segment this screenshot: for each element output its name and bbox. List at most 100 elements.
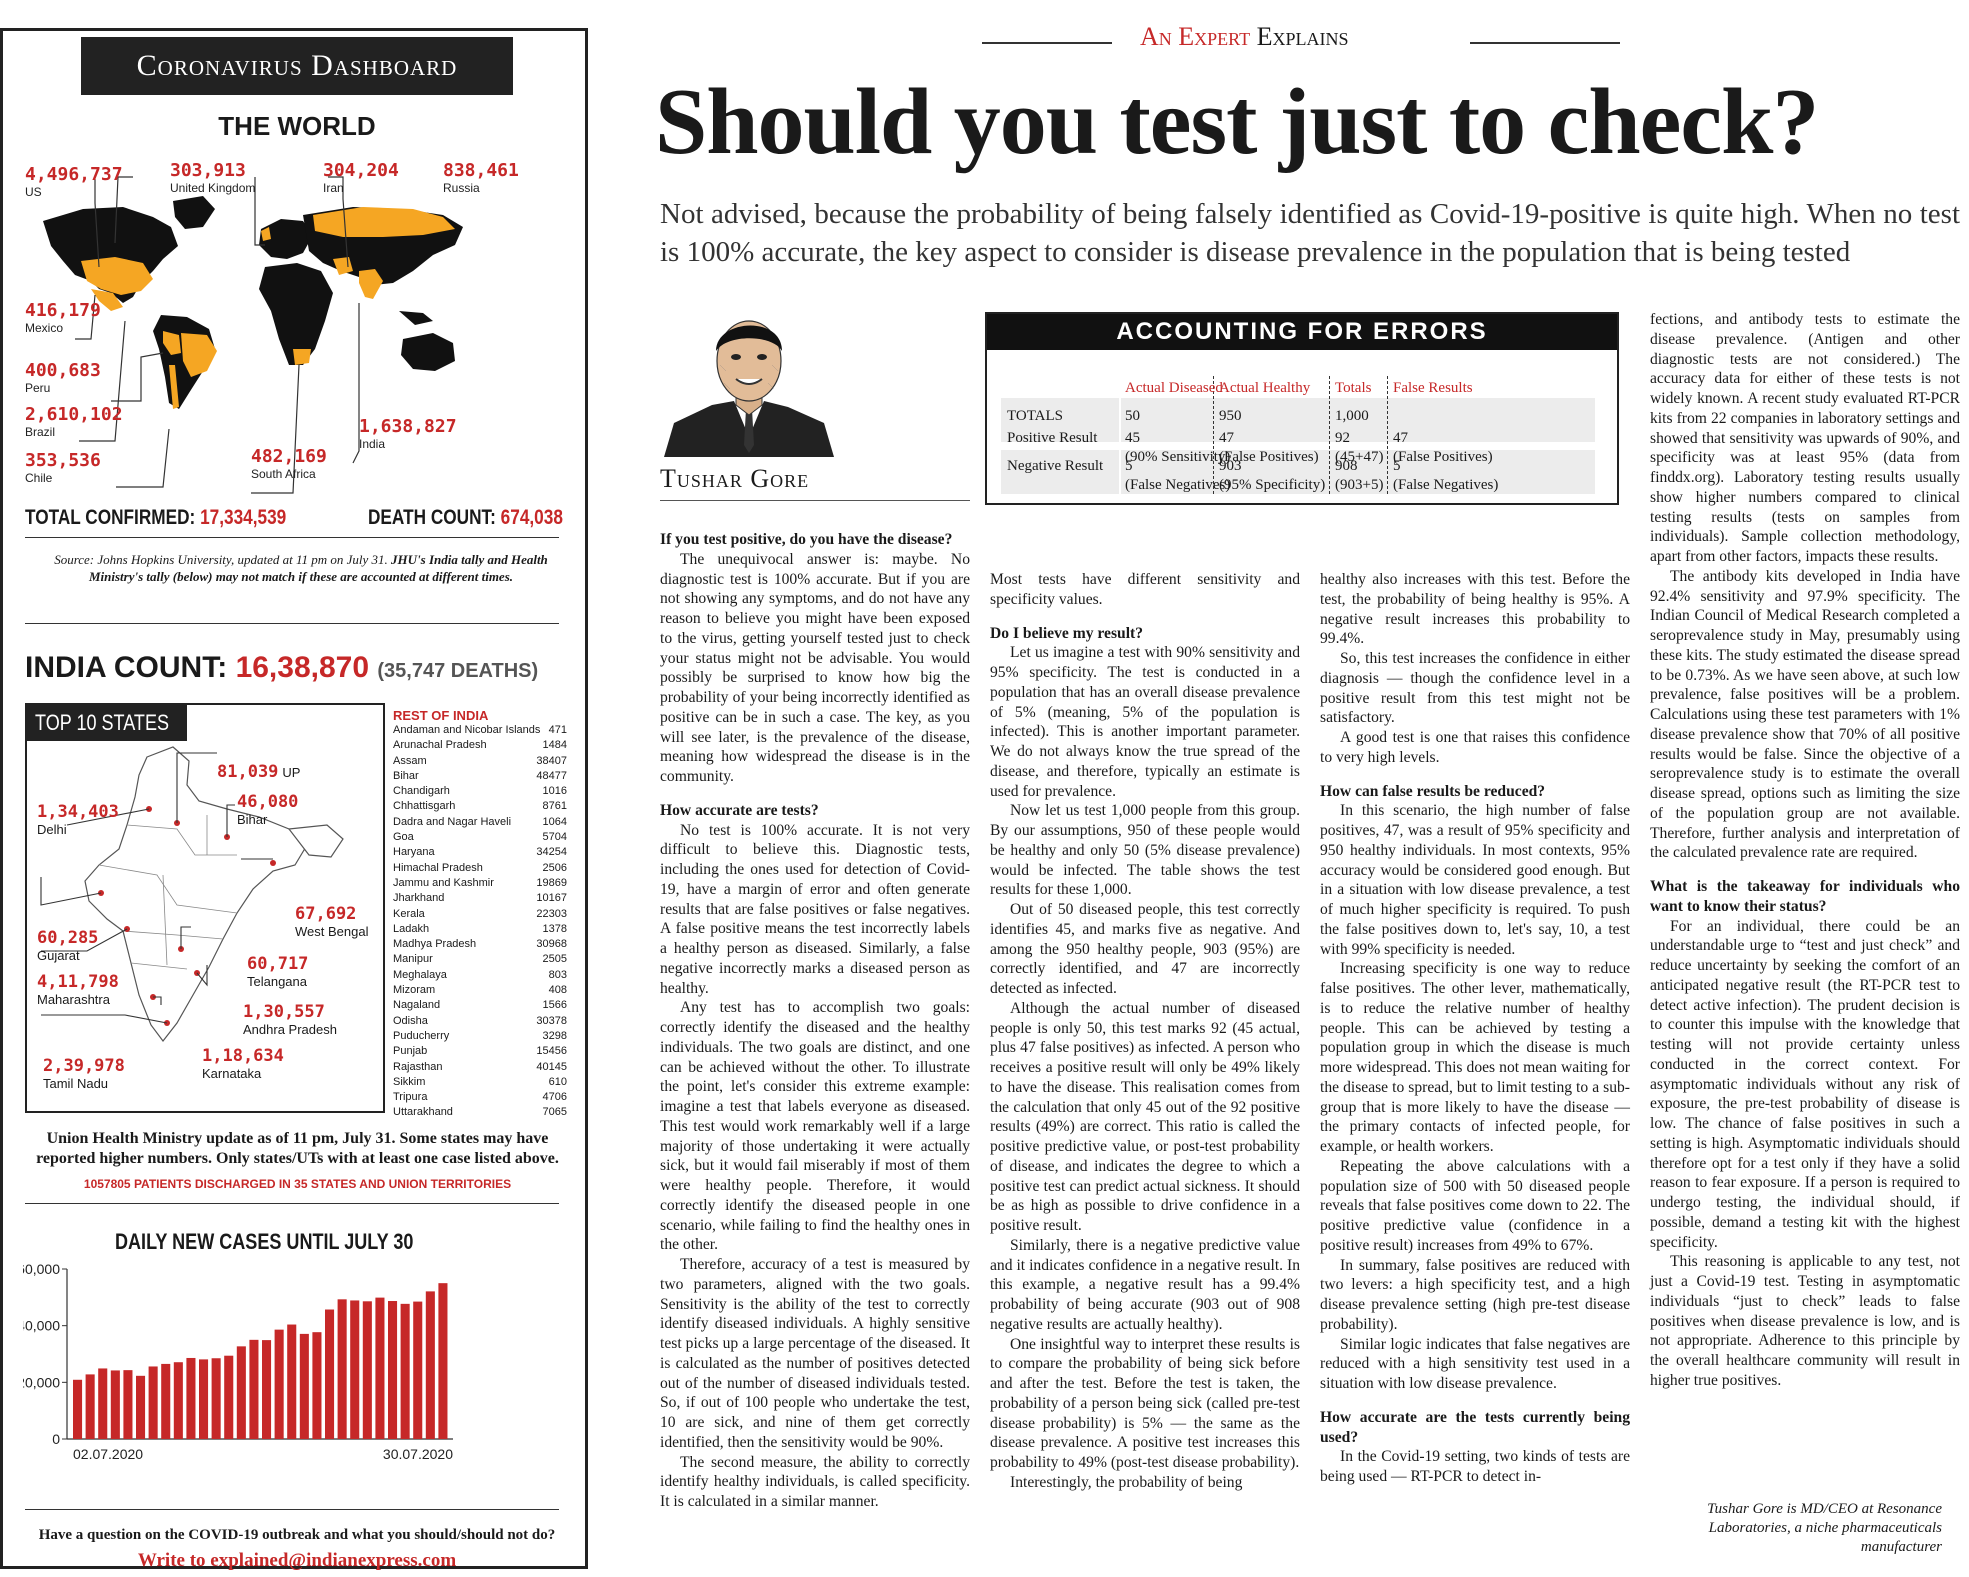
rest-of-india-row: Meghalaya 803 xyxy=(393,968,567,983)
paragraph: Most tests have different sensitivity an… xyxy=(990,571,1300,608)
world-stat-south-africa: 482,169 South Africa xyxy=(251,446,327,482)
world-stat-russia: 838,461 Russia xyxy=(443,160,519,196)
article-column-2: Most tests have different sensitivity an… xyxy=(990,570,1300,1493)
world-stat-chile: 353,536 Chile xyxy=(25,450,101,486)
state-name: Sikkim xyxy=(393,1075,426,1088)
y-tick-label: 20,000 xyxy=(23,1374,60,1390)
rest-of-india-row: Jammu and Kashmir 19869 xyxy=(393,876,567,891)
rest-of-india-row: Himachal Pradesh 2506 xyxy=(393,861,567,876)
cell: 47 (False Positives) xyxy=(1219,430,1319,465)
rest-of-india-row: Uttarakhand 7065 xyxy=(393,1105,567,1120)
state-count: 4706 xyxy=(542,1091,567,1104)
paragraph: No test is 100% accurate. It is not very… xyxy=(660,821,970,997)
rest-of-india-row: Goa 5704 xyxy=(393,830,567,845)
cell: 45 (90% Sensitivity) xyxy=(1125,430,1231,465)
paragraph: Repeating the above calculations with a … xyxy=(1320,1157,1630,1254)
section-heading: Do I believe my result? xyxy=(990,624,1144,642)
state-count: 30968 xyxy=(536,938,567,951)
rest-of-india-row: Dadra and Nagar Haveli 1064 xyxy=(393,815,567,830)
india-count: INDIA COUNT: 16,38,870 (35,747 DEATHS) xyxy=(25,651,539,684)
rest-of-india-rows: Andaman and Nicobar Islands 471 Arunachal … xyxy=(393,723,567,1121)
row-label-negative: Negative Result xyxy=(1007,458,1104,474)
total-confirmed: TOTAL CONFIRMED: 17,334,539 xyxy=(25,506,287,529)
bar xyxy=(337,1299,347,1439)
paragraph: Interestingly, the probability of being xyxy=(1010,1473,1243,1491)
spacer xyxy=(660,787,970,801)
row-shading xyxy=(1001,398,1119,442)
world-section-title: THE WORLD xyxy=(218,111,376,141)
rest-of-india-row: Sikkim 610 xyxy=(393,1075,567,1090)
rest-of-india-row: Andaman and Nicobar Islands 471 xyxy=(393,723,567,738)
bar xyxy=(425,1291,435,1439)
state-name: Arunachal Pradesh xyxy=(393,739,487,752)
row-shading xyxy=(1001,450,1119,494)
dashboard-title: Coronavirus Dashboard xyxy=(81,37,513,95)
section-heading: How can false results be reduced? xyxy=(1320,782,1546,800)
bar xyxy=(199,1359,209,1439)
state-name: Rajasthan xyxy=(393,1060,443,1073)
paragraph: fections, and antibody tests to estimate… xyxy=(1650,311,1960,565)
bar xyxy=(224,1355,234,1439)
state-count: 2505 xyxy=(542,953,567,966)
author-name: Tushar Gore xyxy=(660,464,810,493)
rest-of-india-row: Kerala 22303 xyxy=(393,907,567,922)
state-name: Nagaland xyxy=(393,999,441,1012)
cell: 47 (False Positives) xyxy=(1393,430,1493,465)
rest-of-india-row: Ladakh 1378 xyxy=(393,922,567,937)
state-name: Tripura xyxy=(393,1091,428,1104)
state-name: Kerala xyxy=(393,907,425,920)
section-heading: How accurate are tests? xyxy=(660,801,819,819)
bar xyxy=(413,1301,423,1439)
col-header-totals: Totals xyxy=(1335,380,1372,396)
state-name: Manipur xyxy=(393,953,433,966)
rest-of-india-row: Jharkhand 10167 xyxy=(393,891,567,906)
divider xyxy=(25,1203,559,1204)
question-prompt: Have a question on the COVID-19 outbreak… xyxy=(38,1527,556,1543)
state-count: 471 xyxy=(548,724,567,736)
column-separator xyxy=(1329,376,1330,494)
world-stat-india: 1,638,827 India xyxy=(359,416,457,452)
paragraph: Increasing specificity is one way to red… xyxy=(1320,960,1630,1155)
state-count: 2506 xyxy=(542,861,567,874)
bar xyxy=(85,1374,95,1439)
state-stat-up: 81,039 UP xyxy=(217,762,301,782)
state-count: 1484 xyxy=(542,739,567,752)
state-name: Mizoram xyxy=(393,984,436,997)
state-stat-tamil-nadu: 2,39,978 Tamil Nadu xyxy=(43,1056,125,1092)
state-stat-bihar: 46,080 Bihar xyxy=(237,792,299,828)
cell: 903 (95% Specificity) xyxy=(1219,458,1326,493)
cell: 50 xyxy=(1125,408,1140,424)
state-stat-gujarat: 60,285 Gujarat xyxy=(37,928,99,964)
state-stat-west-bengal: 67,692 West Bengal xyxy=(295,904,369,940)
row-shading xyxy=(1121,398,1595,442)
article-column-4: fections, and antibody tests to estimate… xyxy=(1650,310,1960,1391)
state-stat-delhi: 1,34,403 Delhi xyxy=(37,802,119,838)
kicker-rule-left xyxy=(982,42,1112,44)
author-rule xyxy=(660,500,970,501)
rest-of-india-row: Puducherry 3298 xyxy=(393,1029,567,1044)
bar xyxy=(274,1329,284,1439)
rest-of-india-list: REST OF INDIA Andaman and Nicobar Island… xyxy=(393,708,567,1121)
headline: Should you test just to check? xyxy=(655,70,1819,174)
state-name: Dadra and Nagar Haveli xyxy=(393,815,512,828)
contact-email-link[interactable]: Write to explained@indianexpress.com xyxy=(137,1550,457,1571)
divider xyxy=(25,623,559,624)
author-photo xyxy=(664,320,834,457)
state-count: 1064 xyxy=(542,815,567,828)
state-count: 34254 xyxy=(536,846,567,859)
state-name: Puducherry xyxy=(393,1029,450,1042)
rest-of-india-row: Punjab 15456 xyxy=(393,1044,567,1059)
paragraph: In this scenario, the high number of fal… xyxy=(1320,802,1630,958)
state-name: Himachal Pradesh xyxy=(393,861,483,874)
state-count: 1378 xyxy=(542,922,567,935)
x-end-label: 30.07.2020 xyxy=(383,1446,453,1462)
cell: 950 xyxy=(1219,408,1242,424)
x-start-label: 02.07.2020 xyxy=(73,1446,143,1462)
bar xyxy=(350,1300,360,1439)
paragraph: Therefore, accuracy of a test is measure… xyxy=(660,1256,970,1451)
spacer xyxy=(1320,768,1630,782)
bar xyxy=(249,1339,259,1439)
rest-of-india-row: Assam 38407 xyxy=(393,754,567,769)
bar xyxy=(375,1297,385,1439)
bar xyxy=(388,1301,398,1439)
